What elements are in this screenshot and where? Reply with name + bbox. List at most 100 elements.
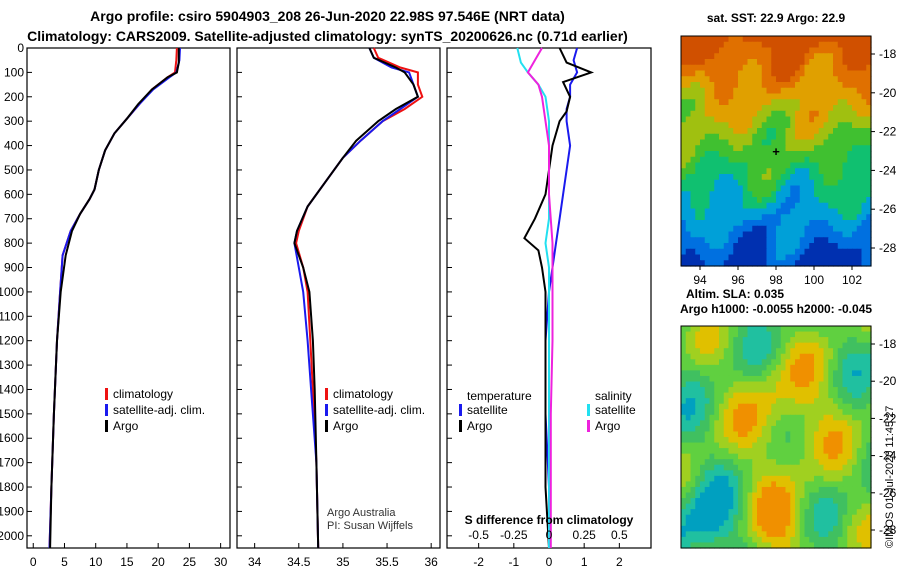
map-cell	[714, 464, 720, 471]
map-cell	[766, 536, 772, 544]
map-cell	[799, 470, 806, 477]
map-cell	[752, 437, 758, 444]
map-cell	[690, 220, 696, 227]
map-cell	[804, 168, 810, 175]
map-cell	[785, 437, 791, 444]
map-cell	[785, 243, 791, 250]
map-cell	[818, 248, 825, 256]
map-cell	[799, 503, 806, 510]
map-cell	[804, 381, 810, 388]
map-cell	[818, 76, 825, 83]
map-cell	[842, 353, 848, 360]
map-cell	[700, 531, 706, 538]
map-cell	[799, 409, 806, 416]
map-cell	[742, 64, 749, 72]
map-cell	[856, 536, 863, 544]
map-cell	[738, 110, 744, 118]
map-cell	[690, 179, 696, 187]
map-cell	[823, 76, 829, 83]
map-cell	[780, 425, 787, 433]
map-cell	[690, 191, 696, 198]
map-cell	[704, 348, 711, 355]
map-cell	[799, 442, 806, 449]
map-cell	[757, 70, 763, 77]
map-cell	[709, 162, 715, 169]
map-cell	[681, 414, 687, 421]
map-cell	[700, 475, 706, 482]
map-cell	[704, 470, 711, 477]
map-cell	[776, 525, 782, 532]
map-cell	[719, 214, 725, 221]
map-cell	[681, 470, 687, 477]
map-cell	[728, 437, 734, 444]
map-cell	[799, 475, 806, 482]
map-cell	[861, 536, 867, 544]
map-cell	[852, 231, 858, 238]
map-cell	[714, 214, 720, 221]
map-cell	[704, 70, 711, 77]
map-cell	[738, 122, 744, 129]
map-cell	[695, 225, 701, 233]
map-cell	[780, 110, 787, 118]
map-cell	[833, 387, 839, 394]
map-cell	[823, 475, 829, 482]
map-cell	[695, 348, 701, 355]
map-cell	[847, 225, 853, 233]
map-cell	[776, 214, 782, 221]
map-cell	[790, 375, 796, 383]
map-cell	[681, 326, 687, 333]
map-cell	[837, 442, 844, 449]
map-cell	[714, 448, 720, 455]
map-cell	[776, 381, 782, 388]
map-cell	[861, 162, 867, 169]
map-cell	[733, 168, 739, 175]
map-cell	[799, 99, 806, 106]
map-cell	[700, 437, 706, 444]
map-cell	[728, 59, 734, 66]
lat-tick-label: -22	[879, 125, 897, 139]
map-cell	[704, 509, 711, 516]
map-cell	[804, 536, 810, 544]
map-cell	[818, 59, 825, 66]
map-cell	[733, 231, 739, 238]
map-cell	[728, 156, 734, 164]
map-cell	[766, 403, 772, 410]
map-cell	[709, 342, 715, 349]
map-cell	[833, 509, 839, 516]
map-cell	[847, 70, 853, 77]
map-cell	[861, 420, 867, 427]
map-cell	[818, 414, 825, 421]
map-cell	[847, 414, 853, 421]
map-cell	[719, 425, 725, 433]
lat-tick-label: -28	[879, 241, 897, 255]
map-cell	[799, 542, 806, 549]
map-cell	[833, 353, 839, 360]
map-cell	[776, 420, 782, 427]
map-cell	[685, 139, 692, 146]
map-cell	[700, 214, 706, 221]
map-cell	[752, 202, 758, 210]
map-cell	[719, 337, 725, 344]
map-cell	[700, 225, 706, 233]
map-cell	[804, 243, 810, 250]
map-cell	[733, 498, 739, 505]
map-cell	[728, 520, 734, 527]
map-cell	[733, 431, 739, 438]
map-cell	[714, 381, 720, 388]
map-cell	[771, 498, 777, 505]
map-cell	[861, 403, 867, 410]
map-cell	[704, 179, 711, 187]
map-cell	[842, 139, 848, 146]
map-cell	[714, 202, 720, 210]
map-cell	[847, 475, 853, 482]
map-cell	[733, 59, 739, 66]
map-cell	[714, 375, 720, 383]
map-cell	[742, 342, 749, 349]
map-cell	[776, 375, 782, 383]
map-cell	[823, 370, 829, 377]
map-cell	[866, 70, 872, 77]
map-cell	[852, 105, 858, 112]
map-cell	[785, 225, 791, 233]
map-cell	[776, 41, 782, 49]
map-cell	[818, 398, 825, 405]
